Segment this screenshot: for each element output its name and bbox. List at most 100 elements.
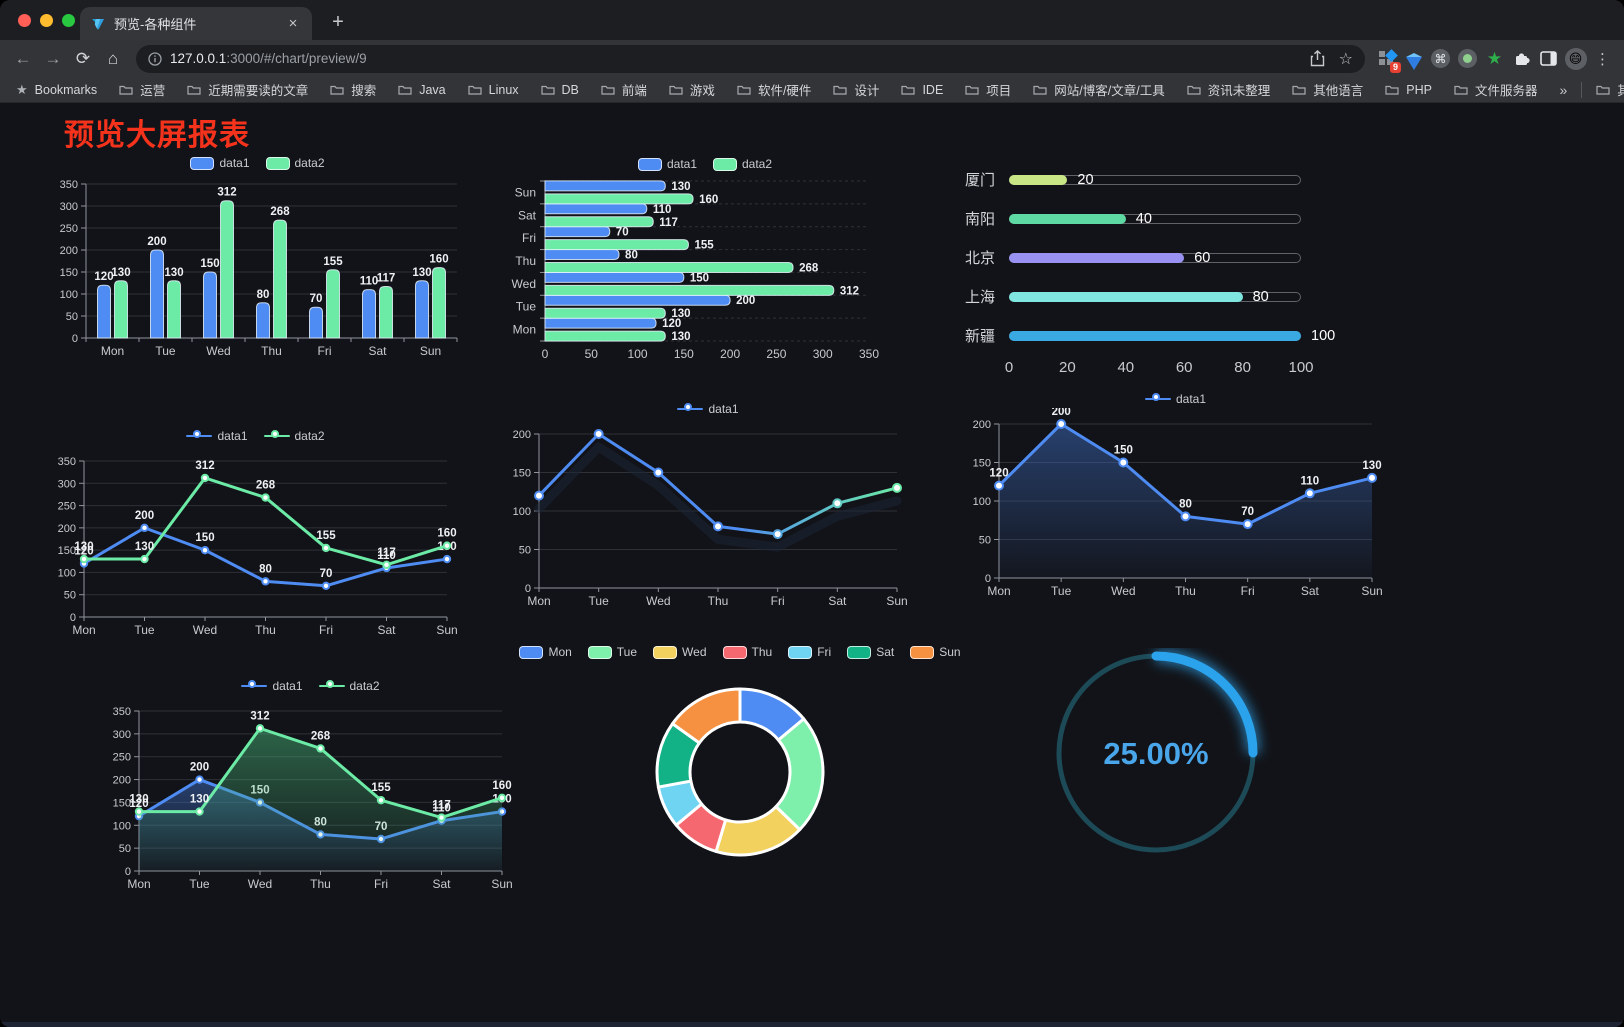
bookmark-folder[interactable]: 近期需要读的文章	[187, 80, 308, 99]
plot: Mon Tue Wed Thu Fri Sat Sun 0 50 100 150 200 250 300 3…	[505, 173, 905, 368]
legend-item-Sun[interactable]: Sun	[910, 645, 961, 659]
sidebar-icon[interactable]	[1535, 44, 1562, 74]
legend-marker	[186, 430, 213, 438]
legend-item-Thu[interactable]: Thu	[722, 645, 772, 659]
svg-text:268: 268	[256, 480, 276, 492]
command-icon[interactable]: ⌘	[1427, 44, 1454, 74]
legend-item-data2[interactable]: data2	[263, 429, 325, 443]
other-bookmarks[interactable]: 其他书签	[1596, 80, 1624, 99]
svg-text:120: 120	[989, 468, 1008, 480]
svg-text:0: 0	[525, 583, 531, 595]
progress-row-南阳: 南阳 40	[955, 199, 1415, 238]
window-minimize-button[interactable]	[40, 14, 53, 27]
svg-text:155: 155	[323, 256, 343, 268]
svg-text:Mon: Mon	[127, 877, 150, 891]
bookmarks-root[interactable]: ★ Bookmarks	[16, 82, 97, 98]
back-icon[interactable]: ←	[14, 48, 32, 68]
puzzle-icon[interactable]	[1508, 44, 1535, 74]
legend-item-data2[interactable]: data2	[318, 679, 380, 693]
legend-label: Tue	[616, 645, 638, 659]
legend-label: data1	[666, 157, 697, 171]
bookmark-folder[interactable]: 搜索	[330, 80, 376, 99]
info-icon[interactable]	[148, 51, 162, 66]
svg-text:Tue: Tue	[134, 623, 155, 637]
svg-text:Tue: Tue	[155, 344, 176, 358]
folder-icon	[1187, 85, 1201, 95]
bookmark-star-icon[interactable]: ☆	[1338, 50, 1353, 68]
bookmark-folder[interactable]: IDE	[901, 80, 943, 99]
bookmark-folder[interactable]: PHP	[1385, 80, 1432, 99]
bookmark-folder[interactable]: 设计	[833, 80, 879, 99]
chart-area-two-series: data1 data2 0 50 100 150 200 250 300 350 Mon Tue Wed…	[103, 673, 518, 900]
tab-title: 预览-各种组件	[114, 17, 197, 32]
legend-item-data2[interactable]: data2	[265, 156, 325, 170]
svg-text:155: 155	[371, 782, 391, 794]
avatar[interactable]: 😄	[1562, 44, 1589, 74]
bookmark-folder[interactable]: Linux	[468, 80, 519, 99]
green-star-icon[interactable]: ★	[1486, 48, 1503, 68]
bookmarks-overflow-chevron[interactable]: »	[1559, 81, 1568, 98]
svg-text:130: 130	[671, 308, 690, 320]
legend-item-Wed[interactable]: Wed	[653, 645, 707, 659]
svg-text:160: 160	[437, 528, 456, 540]
legend: data1	[503, 400, 913, 418]
bookmark-folder[interactable]: DB	[540, 80, 579, 99]
bookmark-folder[interactable]: 项目	[965, 80, 1011, 99]
bookmark-folder[interactable]: 前端	[601, 80, 647, 99]
legend-item-data1[interactable]: data1	[637, 157, 697, 171]
legend-item-data1[interactable]: data1	[677, 402, 739, 416]
legend-item-data1[interactable]: data1	[190, 156, 250, 170]
svg-text:Thu: Thu	[1175, 584, 1196, 598]
bookmark-folder[interactable]: 游戏	[669, 80, 715, 99]
legend-item-data2[interactable]: data2	[713, 157, 772, 171]
legend-item-Fri[interactable]: Fri	[788, 645, 831, 659]
browser-tab[interactable]: 预览-各种组件 ×	[80, 7, 312, 40]
bookmark-folder[interactable]: 软件/硬件	[737, 80, 811, 99]
legend-item-data1[interactable]: data1	[186, 429, 248, 443]
url-bar[interactable]: 127.0.0.1:3000/#/chart/preview/9 ☆	[136, 44, 1365, 73]
svg-text:200: 200	[973, 419, 991, 431]
legend: data1 data2	[505, 155, 905, 173]
legend-item-data1[interactable]: data1	[241, 679, 303, 693]
svg-text:Fri: Fri	[1241, 584, 1255, 598]
recorder-icon[interactable]	[1454, 44, 1481, 74]
gem-icon[interactable]	[1400, 44, 1427, 74]
progress-row-新疆: 新疆 100	[955, 316, 1415, 355]
svg-text:Mon: Mon	[987, 584, 1010, 598]
folder-icon	[1292, 85, 1306, 95]
chart-bar-horizontal: data1 data2 Mon Tue Wed Thu Fri Sat Sun 0 50 100 150…	[505, 151, 905, 368]
bookmark-folder[interactable]: 网站/博客/文章/工具	[1033, 80, 1165, 99]
menu-kebab-icon[interactable]: ⋮	[1595, 50, 1610, 68]
bookmark-folder[interactable]: 运营	[119, 80, 165, 99]
bookmark-folder[interactable]: 其他语言	[1292, 80, 1363, 99]
window-close-button[interactable]	[18, 14, 31, 27]
bookmark-folder[interactable]: 文件服务器	[1454, 80, 1537, 99]
folder-icon	[1596, 85, 1610, 95]
svg-text:50: 50	[66, 311, 78, 323]
svg-text:300: 300	[58, 478, 76, 490]
reload-icon[interactable]: ⟳	[75, 48, 91, 68]
svg-text:Thu: Thu	[515, 254, 536, 268]
progress-label: 南阳	[964, 211, 995, 228]
plot: 0 50 100 150 200 Mon Tue Wed Thu Fri Sat Sun 120 200 1…	[963, 406, 1388, 607]
svg-text:50: 50	[979, 535, 991, 547]
svg-text:150: 150	[58, 545, 76, 557]
svg-text:100: 100	[513, 506, 531, 518]
apps-icon[interactable]: 9	[1373, 44, 1401, 74]
window-maximize-button[interactable]	[62, 14, 75, 27]
legend-item-Sat[interactable]: Sat	[847, 645, 894, 659]
legend-item-Tue[interactable]: Tue	[587, 645, 638, 659]
progress-value: 80	[1252, 288, 1269, 305]
legend-item-data1[interactable]: data1	[1144, 392, 1206, 406]
share-icon[interactable]	[1310, 50, 1325, 67]
folder-icon	[540, 85, 555, 95]
legend-label: Sun	[939, 645, 961, 659]
bookmark-folder[interactable]: 资讯未整理	[1187, 80, 1270, 99]
chart-gauge: 25.00%	[1040, 648, 1275, 865]
home-icon[interactable]: ⌂	[107, 48, 119, 68]
new-tab-button[interactable]: +	[332, 11, 344, 33]
forward-icon[interactable]: →	[44, 48, 62, 68]
bookmark-folder[interactable]: Java	[398, 80, 446, 99]
tab-close-icon[interactable]: ×	[288, 14, 298, 32]
legend-item-Mon[interactable]: Mon	[519, 645, 572, 659]
